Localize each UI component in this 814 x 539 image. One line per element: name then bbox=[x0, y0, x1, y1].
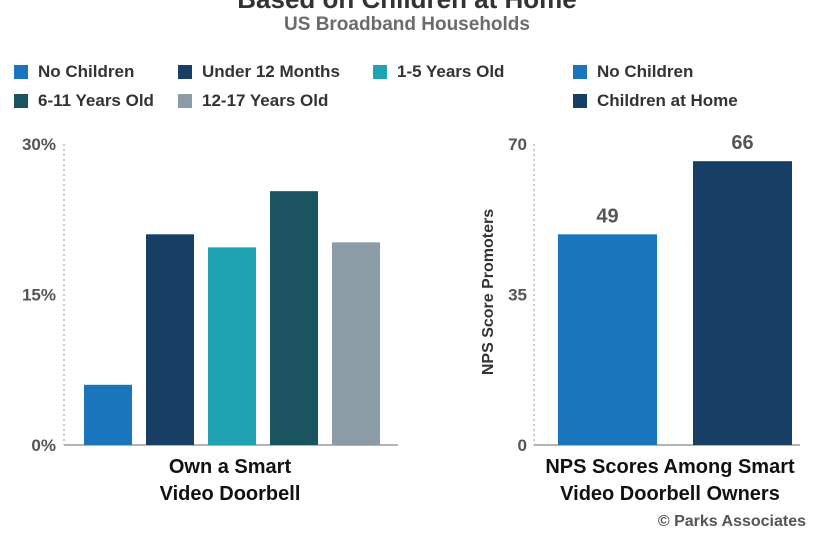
bar-1-5-years-old bbox=[208, 247, 256, 445]
right-x-axis-label: Video Doorbell Owners bbox=[560, 483, 780, 505]
left-y-tick-label: 30% bbox=[22, 135, 56, 154]
bar-children-at-home bbox=[693, 161, 792, 445]
left-x-axis-label: Own a Smart bbox=[169, 456, 292, 478]
chart-title: Based on Children at Home bbox=[0, 0, 814, 15]
right-y-tick-label: 70 bbox=[508, 135, 527, 154]
data-label: 49 bbox=[596, 205, 618, 227]
right-y-axis-label: NPS Score Promoters bbox=[480, 209, 497, 375]
bar-under-12-months bbox=[146, 234, 194, 445]
legend-label: Children at Home bbox=[597, 91, 738, 110]
legend-item-12-17-years: 12-17 Years Old bbox=[178, 90, 328, 112]
legend-swatch bbox=[178, 65, 192, 79]
bar-6-11-years-old bbox=[270, 191, 318, 445]
left-x-axis-label: Video Doorbell bbox=[160, 483, 301, 505]
right-x-axis-label: NPS Scores Among Smart bbox=[545, 456, 795, 478]
legend-label: 1-5 Years Old bbox=[397, 62, 505, 81]
legend-swatch bbox=[573, 65, 587, 79]
legend-swatch bbox=[178, 94, 192, 108]
right-y-tick-label: 35 bbox=[508, 286, 527, 305]
legend-swatch bbox=[14, 65, 28, 79]
legend-item-children-at-home: Children at Home bbox=[573, 90, 738, 112]
legend-swatch bbox=[573, 94, 587, 108]
legend-label: 12-17 Years Old bbox=[202, 91, 329, 110]
bar-no-children bbox=[84, 384, 132, 445]
legend-label: 6-11 Years Old bbox=[38, 91, 154, 110]
legend-label: No Children bbox=[38, 62, 135, 81]
data-label: 66 bbox=[731, 132, 753, 154]
legend-item-no-children: No Children bbox=[14, 61, 134, 83]
legend-label: No Children bbox=[597, 62, 694, 81]
bar-12-17-years-old bbox=[332, 242, 380, 445]
legend-swatch bbox=[14, 94, 28, 108]
left-y-tick-label: 0% bbox=[31, 436, 56, 455]
copyright-credit: © Parks Associates bbox=[657, 513, 806, 530]
legend-item-under-12-months: Under 12 Months bbox=[178, 61, 340, 83]
right-y-tick-label: 0 bbox=[518, 436, 527, 455]
legend-item-no-children-nps: No Children bbox=[573, 61, 693, 83]
legend-item-1-5-years: 1-5 Years Old bbox=[373, 61, 504, 83]
chart-subtitle: US Broadband Households bbox=[284, 14, 530, 35]
bar-no-children bbox=[558, 234, 657, 445]
left-y-tick-label: 15% bbox=[22, 286, 56, 305]
legend-item-6-11-years: 6-11 Years Old bbox=[14, 90, 154, 112]
legend-swatch bbox=[373, 65, 387, 79]
legend-label: Under 12 Months bbox=[202, 62, 340, 81]
